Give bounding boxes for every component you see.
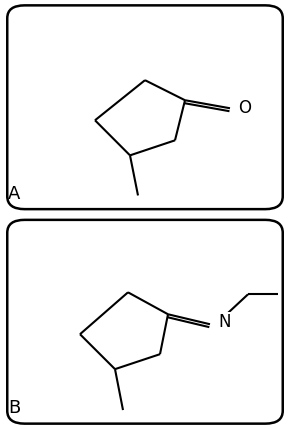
Text: A: A (8, 185, 20, 203)
FancyBboxPatch shape (7, 6, 283, 209)
Text: N: N (218, 313, 231, 331)
Text: O: O (238, 99, 251, 117)
FancyBboxPatch shape (7, 220, 283, 424)
Text: B: B (8, 399, 20, 417)
